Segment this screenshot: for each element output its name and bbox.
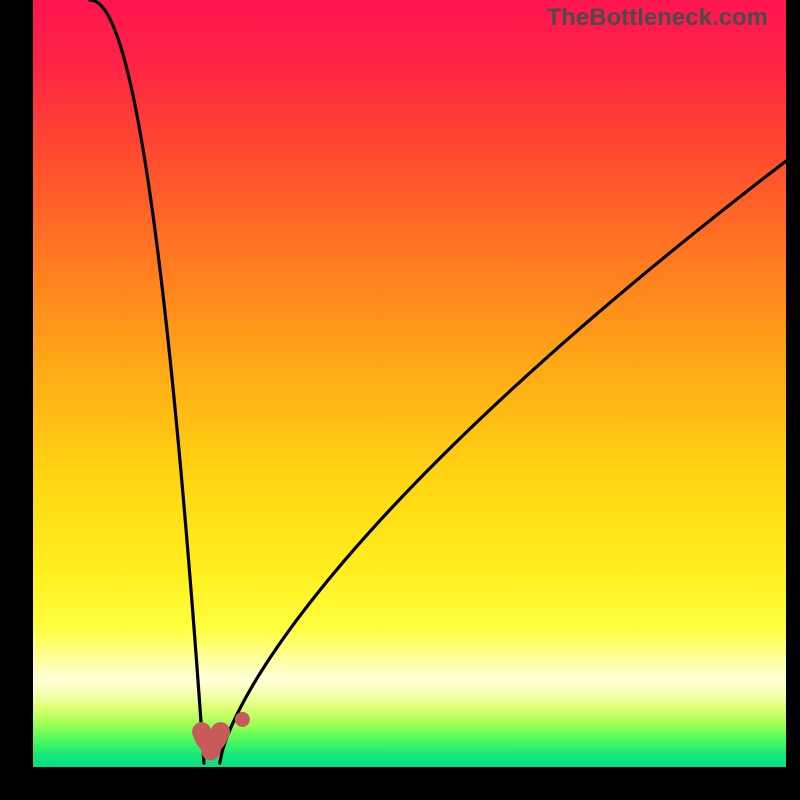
watermark-text: TheBottleneck.com <box>547 4 768 32</box>
frame-right <box>786 0 800 800</box>
plot-area: TheBottleneck.com <box>33 0 786 767</box>
chart-svg <box>33 0 786 767</box>
stage: TheBottleneck.com <box>0 0 800 800</box>
frame-left <box>0 0 33 800</box>
frame-bottom <box>0 767 800 800</box>
